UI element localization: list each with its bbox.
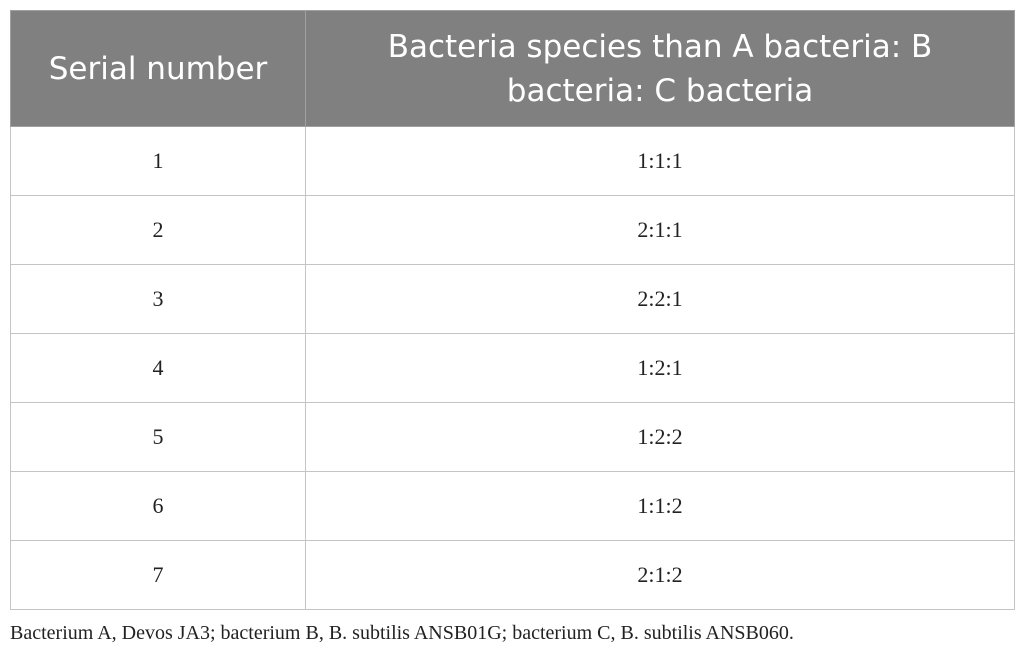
table-row: 6 1:1:2 (10, 471, 1015, 541)
table-row: 7 2:1:2 (10, 540, 1015, 610)
table-header: Serial number Bacteria species than A ba… (10, 10, 1015, 127)
ratio-cell: 1:1:1 (305, 126, 1015, 196)
serial-cell: 6 (10, 471, 306, 541)
ratio-cell: 1:2:1 (305, 333, 1015, 403)
table-row: 4 1:2:1 (10, 333, 1015, 403)
ratio-cell: 1:2:2 (305, 402, 1015, 472)
bacteria-ratio-table: Serial number Bacteria species than A ba… (10, 10, 1015, 610)
serial-cell: 2 (10, 195, 306, 265)
header-bacteria-ratio: Bacteria species than A bacteria: B bact… (305, 10, 1015, 127)
header-serial-number: Serial number (10, 10, 306, 127)
serial-cell: 3 (10, 264, 306, 334)
table-footnote: Bacterium A, Devos JA3; bacterium B, B. … (10, 622, 794, 644)
ratio-table-container: Serial number Bacteria species than A ba… (10, 10, 1015, 610)
ratio-cell: 2:1:2 (305, 540, 1015, 610)
ratio-cell: 2:1:1 (305, 195, 1015, 265)
table-row: 2 2:1:1 (10, 195, 1015, 265)
table-row: 3 2:2:1 (10, 264, 1015, 334)
serial-cell: 4 (10, 333, 306, 403)
serial-cell: 5 (10, 402, 306, 472)
table-row: 5 1:2:2 (10, 402, 1015, 472)
table-row: 1 1:1:1 (10, 126, 1015, 196)
ratio-cell: 1:1:2 (305, 471, 1015, 541)
header-row: Serial number Bacteria species than A ba… (10, 10, 1015, 127)
serial-cell: 7 (10, 540, 306, 610)
table-body: 1 1:1:1 2 2:1:1 3 2:2:1 4 1:2:1 5 1:2:2 … (10, 126, 1015, 610)
ratio-cell: 2:2:1 (305, 264, 1015, 334)
serial-cell: 1 (10, 126, 306, 196)
